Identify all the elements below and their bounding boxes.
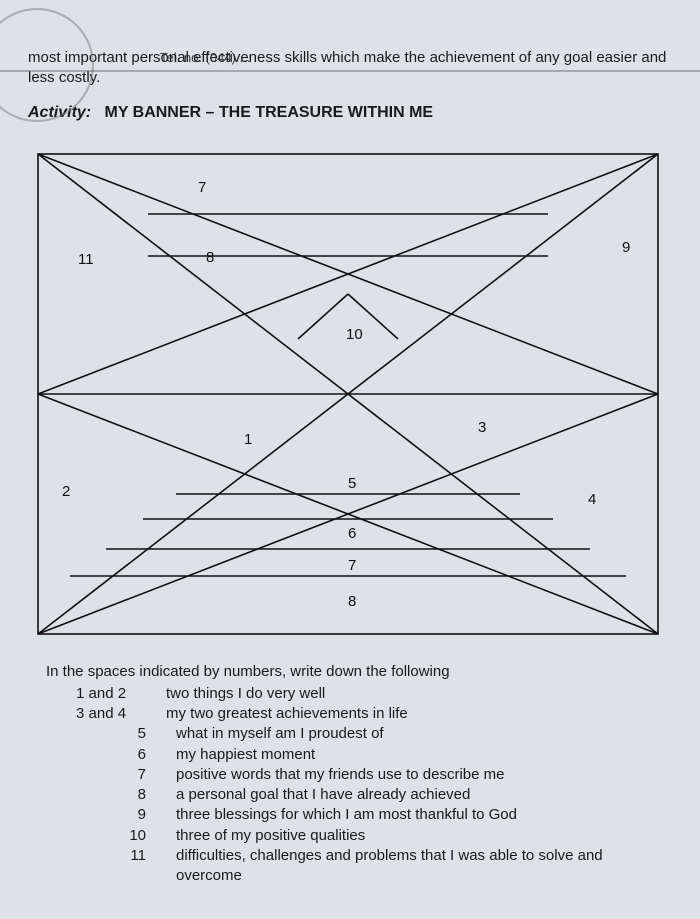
instruction-key: 9 bbox=[76, 805, 176, 825]
diagram-label: 10 bbox=[346, 326, 363, 343]
diagram-label: 7 bbox=[348, 557, 356, 574]
instruction-desc: my happiest moment bbox=[176, 745, 672, 765]
diagram-label: 4 bbox=[588, 491, 596, 508]
instruction-key: 6 bbox=[76, 745, 176, 765]
diagram-line bbox=[348, 394, 658, 634]
diagram-label: 5 bbox=[348, 475, 356, 492]
instruction-key: 5 bbox=[76, 724, 176, 744]
instruction-desc: three blessings for which I am most than… bbox=[176, 805, 672, 825]
diagram-line bbox=[298, 294, 348, 339]
instruction-key: 3 and 4 bbox=[76, 704, 166, 724]
instruction-desc: difficulties, challenges and problems th… bbox=[176, 846, 672, 887]
instruction-desc: a personal goal that I have already achi… bbox=[176, 785, 672, 805]
instruction-desc: what in myself am I proudest of bbox=[176, 724, 672, 744]
diagram-line bbox=[348, 154, 658, 394]
instruction-row: 1 and 2two things I do very well bbox=[76, 684, 672, 704]
diagram-label: 9 bbox=[622, 239, 630, 256]
instruction-row: 6my happiest moment bbox=[76, 745, 672, 765]
instructions-lead: In the spaces indicated by numbers, writ… bbox=[46, 662, 672, 682]
diagram-label: 2 bbox=[62, 483, 70, 500]
diagram-label: 3 bbox=[478, 419, 486, 436]
worksheet-page: Tel. no. (044) ... most important person… bbox=[0, 48, 700, 919]
instruction-row: 3 and 4my two greatest achievements in l… bbox=[76, 704, 672, 724]
activity-title: MY BANNER – THE TREASURE WITHIN ME bbox=[104, 104, 433, 121]
instruction-desc: three of my positive qualities bbox=[176, 826, 672, 846]
instructions-list: 1 and 2two things I do very well3 and 4m… bbox=[28, 684, 672, 887]
instruction-desc: two things I do very well bbox=[166, 684, 672, 704]
telephone-fragment: Tel. no. (044) ... bbox=[160, 50, 250, 65]
diagram-label: 1 bbox=[244, 431, 252, 448]
instruction-row: 7positive words that my friends use to d… bbox=[76, 765, 672, 785]
instruction-row: 10three of my positive qualities bbox=[76, 826, 672, 846]
diagram-label: 8 bbox=[206, 249, 214, 266]
banner-diagram-svg: 7 11 8 9 10 1 3 2 5 4 6 7 8 bbox=[28, 144, 668, 644]
instruction-row: 5what in myself am I proudest of bbox=[76, 724, 672, 744]
instruction-desc: my two greatest achievements in life bbox=[166, 704, 672, 724]
diagram-label: 7 bbox=[198, 179, 206, 196]
instruction-key: 8 bbox=[76, 785, 176, 805]
diagram-label: 11 bbox=[78, 251, 94, 268]
instruction-key: 10 bbox=[76, 826, 176, 846]
diagram-line bbox=[38, 154, 348, 394]
activity-line: Activity: MY BANNER – THE TREASURE WITHI… bbox=[28, 104, 672, 122]
instruction-row: 9three blessings for which I am most tha… bbox=[76, 805, 672, 825]
instructions-block: In the spaces indicated by numbers, writ… bbox=[28, 662, 672, 887]
diagram-label: 8 bbox=[348, 593, 356, 610]
page-top-rule bbox=[0, 70, 700, 72]
instruction-row: 11difficulties, challenges and problems … bbox=[76, 846, 672, 887]
diagram-label: 6 bbox=[348, 525, 356, 542]
instruction-desc: positive words that my friends use to de… bbox=[176, 765, 672, 785]
intro-paragraph: most important personal effectiveness sk… bbox=[28, 48, 672, 89]
diagram-line bbox=[38, 394, 348, 634]
instruction-key: 11 bbox=[76, 846, 176, 866]
instruction-row: 8a personal goal that I have already ach… bbox=[76, 785, 672, 805]
instruction-key: 7 bbox=[76, 765, 176, 785]
banner-diagram: 7 11 8 9 10 1 3 2 5 4 6 7 8 bbox=[28, 144, 668, 644]
instruction-key: 1 and 2 bbox=[76, 684, 166, 704]
